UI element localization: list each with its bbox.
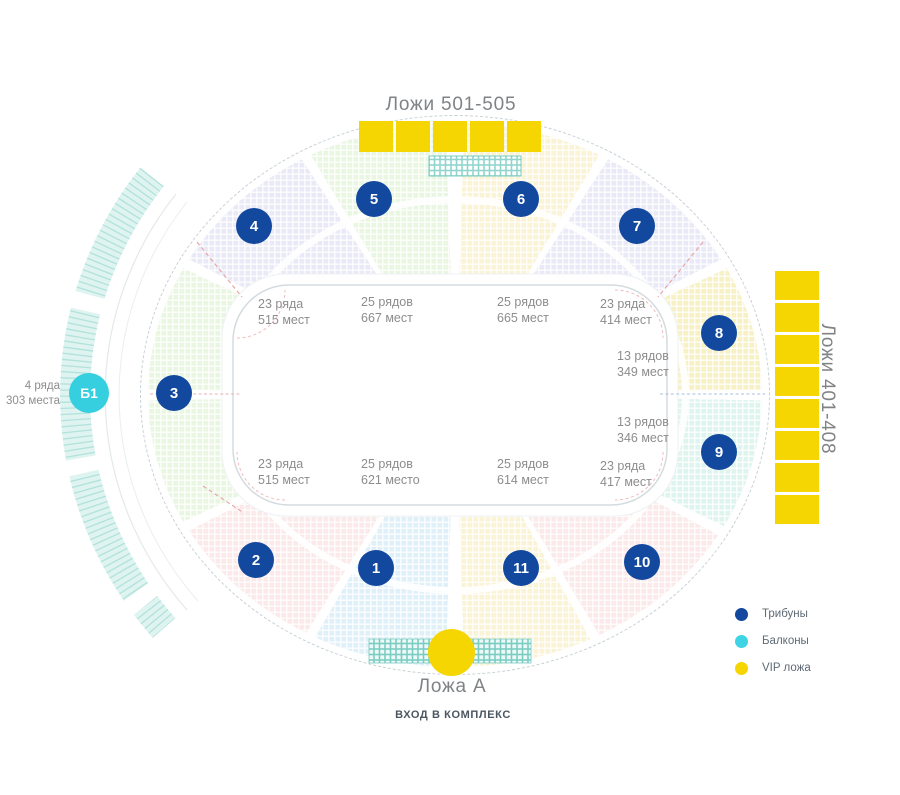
vip-box-right-1[interactable] (775, 271, 819, 300)
stat-seats: 621 место (361, 473, 420, 487)
vip-box-top-2[interactable] (396, 121, 430, 152)
stat-right-lower: 13 рядов 346 мест (617, 414, 669, 446)
balcony-b1-stats: 4 ряда 303 места (0, 379, 60, 408)
vip-box-right-8[interactable] (775, 495, 819, 524)
legend-item-stands: Трибуны (735, 606, 811, 622)
stat-seats: 349 мест (617, 365, 669, 379)
stands-dot-icon (735, 607, 748, 621)
legend-label: Трибуны (762, 608, 808, 620)
stat-right-upper: 13 рядов 349 мест (617, 348, 669, 380)
section-1-marker[interactable]: 1 (358, 550, 394, 586)
balcony-rows: 4 ряда (24, 380, 60, 392)
vip-401-408-label: Ложи 401-408 (817, 323, 838, 455)
vip-box-right-2[interactable] (775, 303, 819, 332)
stat-seats: 667 мест (361, 311, 413, 325)
section-9-marker[interactable]: 9 (701, 434, 737, 470)
legend: Трибуны Балконы VIP ложа (735, 606, 811, 687)
stat-top-right: 23 ряда 414 мест (600, 296, 652, 328)
section-3-marker[interactable]: 3 (156, 375, 192, 411)
legend-item-vip: VIP ложа (735, 660, 811, 676)
stat-bottom-midright: 25 рядов 614 мест (497, 456, 549, 488)
stat-rows: 25 рядов (497, 457, 549, 471)
section-10-marker[interactable]: 10 (624, 544, 660, 580)
stat-top-left: 23 ряда 515 мест (258, 296, 310, 328)
vip-box-right-7[interactable] (775, 463, 819, 492)
stat-rows: 25 рядов (497, 295, 549, 309)
stat-rows: 13 рядов (617, 349, 669, 363)
section-7-marker[interactable]: 7 (619, 208, 655, 244)
stat-bottom-right: 23 ряда 417 мест (600, 458, 652, 490)
stat-bottom-left: 23 ряда 515 мест (258, 456, 310, 488)
stat-rows: 23 ряда (258, 457, 304, 471)
vip-box-right-6[interactable] (775, 431, 819, 460)
stat-top-midright: 25 рядов 665 мест (497, 294, 549, 326)
ice-rink (232, 284, 668, 506)
vip-box-right-5[interactable] (775, 399, 819, 428)
legend-label: Балконы (762, 635, 809, 647)
vip-dot-icon (735, 661, 748, 675)
stat-rows: 23 ряда (258, 297, 304, 311)
stat-rows: 13 рядов (617, 415, 669, 429)
vip-box-top-4[interactable] (470, 121, 504, 152)
balcony-b1-marker[interactable]: Б1 (69, 373, 109, 413)
vip-box-top-3[interactable] (433, 121, 467, 152)
section-2-marker[interactable]: 2 (238, 542, 274, 578)
section-5-marker[interactable]: 5 (356, 181, 392, 217)
legend-item-balcony: Балконы (735, 633, 811, 649)
section-11-marker[interactable]: 11 (503, 550, 539, 586)
stat-rows: 23 ряда (600, 459, 646, 473)
vip-box-right-4[interactable] (775, 367, 819, 396)
stat-seats: 515 мест (258, 313, 310, 327)
vip-501-505-label: Ложи 501-505 (385, 94, 517, 115)
balcony-dot-icon (735, 634, 748, 648)
stat-seats: 665 мест (497, 311, 549, 325)
stat-rows: 25 рядов (361, 457, 413, 471)
stat-rows: 25 рядов (361, 295, 413, 309)
stat-seats: 414 мест (600, 313, 652, 327)
stat-seats: 346 мест (617, 431, 669, 445)
vip-box-right-3[interactable] (775, 335, 819, 364)
vip-a-label: Ложа А (417, 676, 487, 697)
stat-rows: 23 ряда (600, 297, 646, 311)
section-4-marker[interactable]: 4 (236, 208, 272, 244)
stat-seats: 417 мест (600, 475, 652, 489)
vip-a-marker[interactable] (428, 629, 475, 676)
entrance-label: ВХОД В КОМПЛЕКС (395, 709, 511, 721)
vip-box-top-5[interactable] (507, 121, 541, 152)
section-6-marker[interactable]: 6 (503, 181, 539, 217)
stat-seats: 614 мест (497, 473, 549, 487)
section-8-marker[interactable]: 8 (701, 315, 737, 351)
balcony-seats: 303 места (6, 394, 60, 407)
stat-bottom-midleft: 25 рядов 621 место (361, 456, 420, 488)
legend-label: VIP ложа (762, 662, 811, 674)
stat-top-midleft: 25 рядов 667 мест (361, 294, 413, 326)
stat-seats: 515 мест (258, 473, 310, 487)
vip-box-top-1[interactable] (359, 121, 393, 152)
